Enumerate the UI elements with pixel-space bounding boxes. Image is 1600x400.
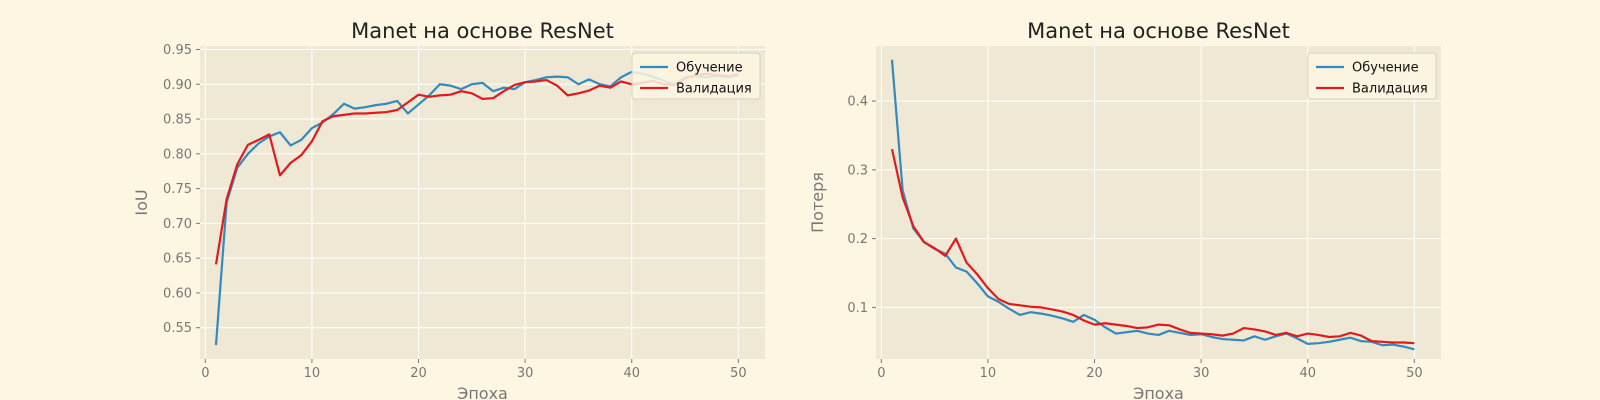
x-tick-label: 40 — [623, 366, 640, 381]
y-tick-label: 0.65 — [163, 252, 192, 267]
x-tick-label: 20 — [410, 366, 427, 381]
x-tick-label: 20 — [1086, 366, 1103, 381]
y-tick-label: 0.1 — [847, 301, 868, 316]
legend-entry: Обучение — [1352, 61, 1419, 76]
x-tick-label: 0 — [201, 366, 209, 381]
y-tick-label: 0.80 — [163, 147, 192, 162]
legend-entry: Обучение — [676, 61, 743, 76]
legend: Обучение Валидация — [631, 52, 761, 100]
legend-entry: Валидация — [1352, 82, 1428, 97]
y-tick-label: 0.90 — [163, 78, 192, 93]
chart-title: Manet на основе ResNet — [351, 19, 614, 43]
legend: Обучение Валидация — [1307, 52, 1437, 100]
chart-title: Manet на основе ResNet — [1027, 19, 1290, 43]
y-axis-label: IoU — [132, 189, 151, 215]
x-tick-label: 30 — [517, 366, 534, 381]
x-tick-label: 10 — [304, 366, 321, 381]
y-axis-label: Потеря — [808, 172, 827, 233]
series-line-train — [890, 59, 1415, 351]
x-tick-label: 50 — [1406, 366, 1423, 381]
y-tick-label: 0.85 — [163, 113, 192, 128]
y-tick-label: 0.4 — [847, 95, 868, 110]
x-tick-label: 30 — [1193, 366, 1210, 381]
y-tick-label: 0.60 — [163, 286, 192, 301]
x-tick-label: 50 — [730, 366, 747, 381]
legend-entry: Валидация — [676, 82, 752, 97]
x-axis-label: Эпоха — [457, 384, 508, 400]
y-tick-label: 0.95 — [163, 43, 192, 58]
x-tick-label: 0 — [877, 366, 885, 381]
y-tick-label: 0.3 — [847, 163, 868, 178]
series-line-validation — [890, 148, 1415, 345]
y-tick-label: 0.55 — [163, 321, 192, 336]
chart-1: 0 10 20 30 40 50 0.55 0.60 0.65 0.70 0.75 0.80 0.85 0… — [132, 19, 765, 400]
y-tick-label: 0.75 — [163, 182, 192, 197]
x-tick-label: 10 — [980, 366, 997, 381]
chart-2: 0 10 20 30 40 50 0.1 0.2 0.3 0.4 Manet на основе R… — [808, 19, 1441, 400]
x-tick-label: 40 — [1299, 366, 1316, 381]
y-tick-label: 0.70 — [163, 217, 192, 232]
y-tick-label: 0.2 — [847, 232, 868, 247]
x-axis-label: Эпоха — [1133, 384, 1184, 400]
